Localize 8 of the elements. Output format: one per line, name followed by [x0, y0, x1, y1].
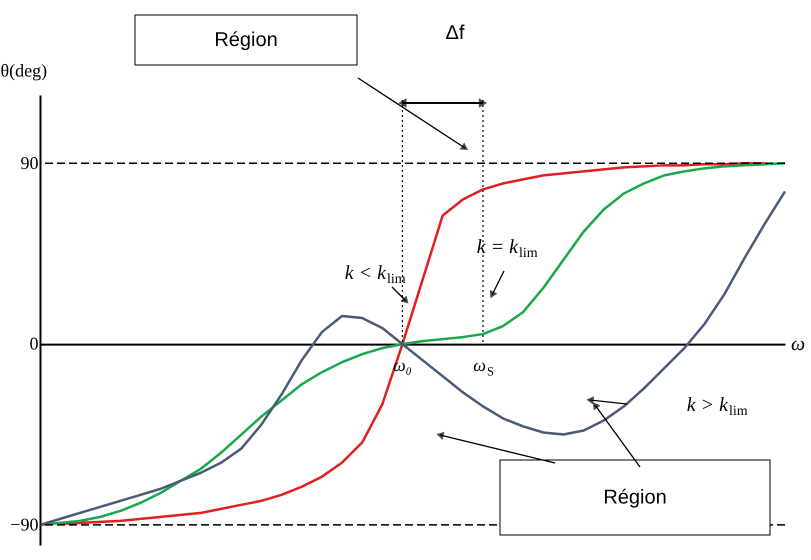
y-axis-title: θ(deg) — [0, 60, 48, 80]
y-tick-label: −90 — [10, 514, 38, 534]
x-axis-title: ω — [791, 333, 806, 356]
text: Région — [214, 29, 278, 51]
text: Δf — [446, 22, 465, 44]
y-tick-label: 90 — [20, 152, 38, 173]
y-tick-label: 0 — [30, 334, 38, 354]
annotation: Région — [603, 486, 667, 508]
